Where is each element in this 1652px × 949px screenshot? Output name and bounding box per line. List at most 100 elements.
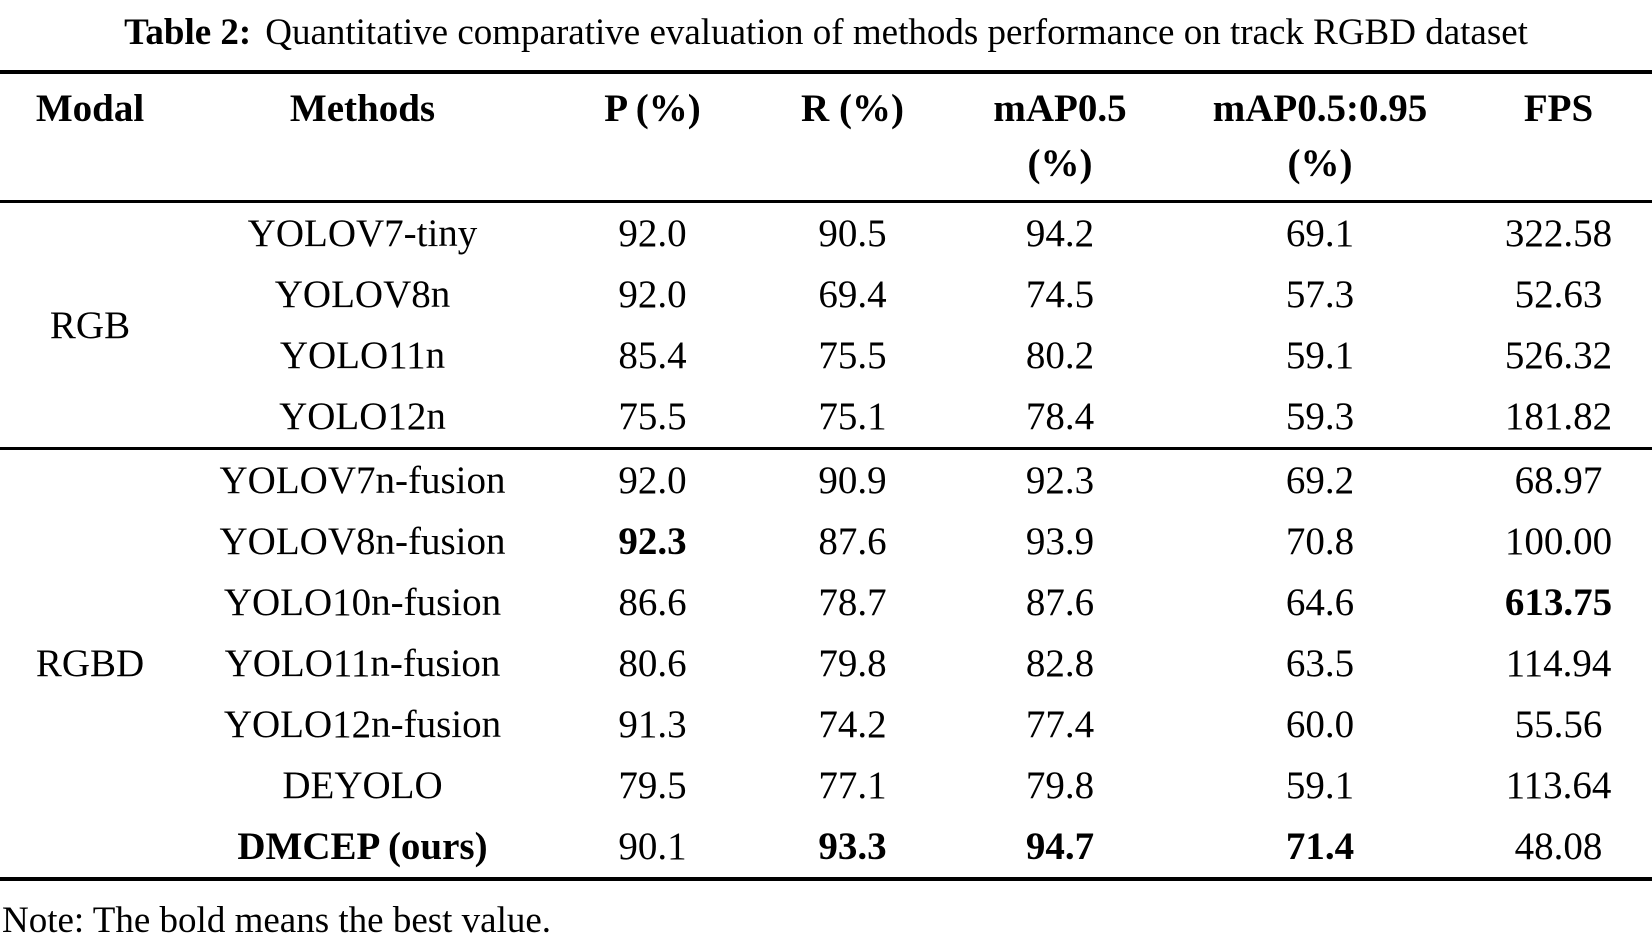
cell-r: 75.5 (818, 334, 887, 377)
cell-fps: 48.08 (1514, 825, 1603, 868)
cell-map5095: 69.2 (1175, 447, 1465, 511)
table-caption: Table 2: Quantitative comparative evaluat… (0, 8, 1652, 58)
column-header-map5095-label: mAP0.5:0.95 (1212, 87, 1428, 130)
cell-r: 79.8 (818, 642, 887, 685)
cell-method: YOLO12n (279, 395, 446, 438)
cell-method: DEYOLO (282, 764, 443, 807)
cell-p: 75.5 (618, 395, 687, 438)
table-note: Note: The bold means the best value. (2, 900, 552, 941)
cell-map5095: 59.1 (1285, 334, 1355, 377)
cell-map50: 82.8 (1025, 642, 1095, 685)
column-header-map5095: mAP0.5:0.95 (%) (1175, 72, 1465, 202)
cell-map5095: 64.6 (1285, 581, 1355, 624)
column-header-map50-label: mAP0.5 (993, 87, 1127, 130)
column-header-map50: mAP0.5 (%) (945, 72, 1175, 202)
cell-p: 92.3 (618, 520, 687, 563)
cell-fps: 113.64 (1505, 764, 1612, 807)
cell-r: 87.6 (818, 520, 887, 563)
column-header-p-label: P (%) (604, 87, 701, 130)
cell-map50: 79.8 (1025, 764, 1095, 807)
cell-p: 92.0 (618, 212, 687, 255)
column-header-map50-sub: (%) (1027, 142, 1093, 185)
table-row: RGBD YOLOV7n-fusion 92.0 90.9 92.3 69.2 68.97 (0, 447, 1652, 879)
cell-map50: 94.2 (1025, 212, 1095, 255)
modal-cell: RGBD (0, 447, 180, 879)
cell-method: YOLO10n-fusion (223, 581, 502, 624)
cell-p: 92.0 (545, 447, 760, 511)
table-row: YOLOV8n-fusion 92.3 87.6 93.9 70.8 100.00 (0, 511, 1652, 572)
cell-method: YOLO12n-fusion (223, 703, 502, 746)
cell-map50: 74.5 (1025, 273, 1095, 316)
cell-fps: 114.94 (1505, 642, 1612, 685)
cell-p: 90.1 (618, 825, 687, 868)
table-row: YOLO12n 75.5 75.1 78.4 59.3 181.82 (0, 386, 1652, 449)
cell-p: 79.5 (618, 764, 687, 807)
table-header: Modal Methods P (%) R (%) mAP0.5 (%) mAP… (0, 72, 1652, 202)
cell-map5095: 57.3 (1285, 273, 1355, 316)
cell-p: 91.3 (618, 703, 687, 746)
cell-map5095: 70.8 (1285, 520, 1355, 563)
cell-method: YOLOV8n (274, 273, 451, 316)
caption-label: Table 2: (124, 12, 252, 53)
table-row: DMCEP (ours) 90.1 93.3 94.7 71.4 48.08 (0, 816, 1652, 879)
cell-map5095: 69.1 (1285, 212, 1355, 255)
cell-map5095: 71.4 (1285, 825, 1355, 868)
column-header-r-label: R (%) (801, 87, 904, 130)
cell-map50: 93.9 (1025, 520, 1095, 563)
table-row: YOLO11n-fusion 80.6 79.8 82.8 63.5 114.94 (0, 633, 1652, 694)
cell-r: 90.5 (818, 212, 887, 255)
cell-map5095: 59.3 (1285, 395, 1355, 438)
cell-r: 74.2 (818, 703, 887, 746)
table-row: DEYOLO 79.5 77.1 79.8 59.1 113.64 (0, 755, 1652, 816)
column-header-map5095-sub: (%) (1287, 142, 1353, 185)
modal-cell: RGB (49, 303, 131, 347)
table-body: RGB YOLOV7-tiny 92.0 90.5 94.2 69.1 322.58 YOLO… (0, 202, 1652, 879)
cell-map50: 92.3 (945, 447, 1175, 511)
cell-map50: 87.6 (1025, 581, 1095, 624)
cell-map5095: 60.0 (1285, 703, 1355, 746)
cell-p: 92.0 (618, 273, 687, 316)
column-header-modal: Modal (0, 72, 180, 202)
column-header-fps: FPS (1465, 72, 1652, 202)
cell-map50: 80.2 (1025, 334, 1095, 377)
table-row: YOLOV8n 92.0 69.4 74.5 57.3 52.63 (0, 264, 1652, 325)
cell-r: 93.3 (818, 825, 887, 868)
cell-method: YOLOV7-tiny (247, 212, 478, 255)
cell-map5095: 63.5 (1285, 642, 1355, 685)
cell-fps: 613.75 (1504, 581, 1613, 624)
cell-p: 86.6 (618, 581, 687, 624)
cell-fps: 52.63 (1514, 273, 1603, 316)
cell-method: YOLO11n-fusion (224, 642, 501, 685)
cell-method: YOLOV8n-fusion (219, 520, 506, 563)
cell-map50: 77.4 (1025, 703, 1095, 746)
cell-map50: 78.4 (1025, 395, 1095, 438)
cell-method: DMCEP (ours) (237, 825, 488, 868)
table-row: YOLO10n-fusion 86.6 78.7 87.6 64.6 613.75 (0, 572, 1652, 633)
cell-method: YOLOV7n-fusion (180, 447, 545, 511)
header-row: Modal Methods P (%) R (%) mAP0.5 (%) mAP… (0, 72, 1652, 202)
column-header-modal-label: Modal (35, 87, 145, 130)
cell-method: YOLO11n (279, 334, 446, 377)
cell-p: 80.6 (618, 642, 687, 685)
cell-r: 77.1 (818, 764, 887, 807)
cell-map5095: 59.1 (1285, 764, 1355, 807)
cell-fps: 526.32 (1504, 334, 1613, 377)
cell-r: 90.9 (760, 447, 945, 511)
cell-r: 75.1 (818, 395, 887, 438)
cell-r: 78.7 (818, 581, 887, 624)
cell-fps: 100.00 (1504, 520, 1613, 563)
cell-fps: 55.56 (1514, 703, 1603, 746)
column-header-methods-label: Methods (289, 87, 436, 130)
column-header-fps-label: FPS (1523, 87, 1594, 130)
results-table: Modal Methods P (%) R (%) mAP0.5 (%) mAP… (0, 70, 1652, 881)
table-row: YOLO11n 85.4 75.5 80.2 59.1 526.32 (0, 325, 1652, 386)
cell-fps: 68.97 (1465, 447, 1652, 511)
cell-map50: 94.7 (1025, 825, 1095, 868)
column-header-p: P (%) (545, 72, 760, 202)
cell-p: 85.4 (618, 334, 687, 377)
caption-text: Quantitative comparative evaluation of m… (265, 12, 1528, 53)
column-header-r: R (%) (760, 72, 945, 202)
table-row: RGB YOLOV7-tiny 92.0 90.5 94.2 69.1 322.58 (0, 202, 1652, 347)
cell-r: 69.4 (818, 273, 887, 316)
